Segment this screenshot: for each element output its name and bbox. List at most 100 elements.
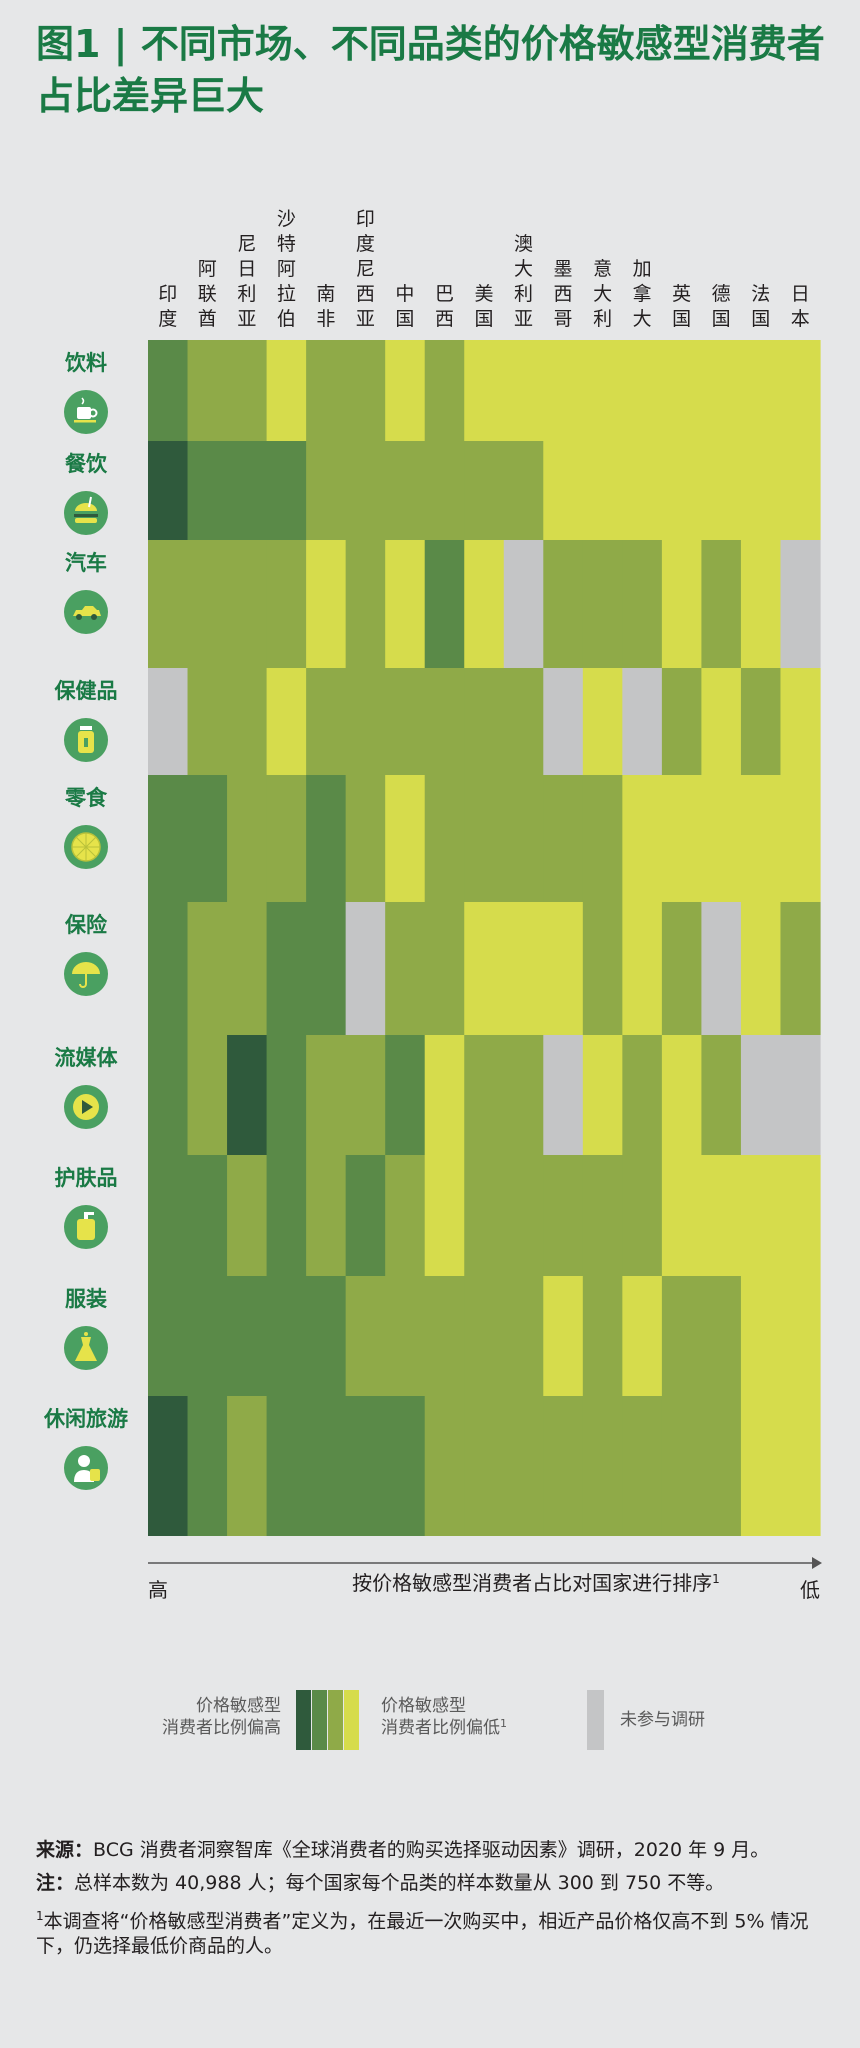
heatmap-cell xyxy=(661,668,703,775)
heatmap-cell xyxy=(385,668,426,775)
column-label-char: 西 xyxy=(356,283,375,305)
heatmap-cell xyxy=(464,1396,505,1536)
heatmap-cell xyxy=(266,1396,307,1536)
heatmap-cell xyxy=(424,540,465,668)
column-label-char: 利 xyxy=(514,283,533,305)
row-label: 服装 xyxy=(65,1287,107,1311)
heatmap-cell xyxy=(661,1396,703,1536)
heatmap-cell xyxy=(227,1276,268,1396)
row-label: 零食 xyxy=(64,786,108,810)
heatmap-cell xyxy=(503,902,544,1035)
heatmap-cell xyxy=(187,902,228,1035)
x-axis-start-label: 高 xyxy=(148,1578,168,1602)
heatmap-cell xyxy=(780,775,821,902)
heatmap-cell xyxy=(780,1396,821,1536)
heatmap-cell xyxy=(385,441,426,540)
x-axis-title-text: 按价格敏感型消费者占比对国家进行排序 xyxy=(352,1571,712,1595)
column-labels: 印度阿联酋尼日利亚沙特阿拉伯南非印度尼西亚中国巴西美国澳大利亚墨西哥意大利加拿大… xyxy=(158,208,809,330)
heatmap-cell xyxy=(227,668,268,775)
heatmap-cell xyxy=(345,340,386,441)
heatmap-cell xyxy=(701,540,742,668)
heatmap-cell xyxy=(503,1276,544,1396)
heatmap-cell xyxy=(701,340,742,441)
heatmap-cell xyxy=(266,1155,307,1276)
heatmap-cell xyxy=(464,1035,505,1155)
legend-low-sup: 1 xyxy=(500,1717,507,1730)
medicine-bottle-icon xyxy=(64,718,108,762)
column-label-char: 沙 xyxy=(277,208,296,230)
column-label-char: 亚 xyxy=(356,308,375,330)
column-label-char: 日 xyxy=(791,283,810,305)
heatmap-cell xyxy=(622,1276,663,1396)
column-label-char: 拉 xyxy=(277,283,296,305)
heatmap-cell xyxy=(385,775,426,902)
traveler-icon xyxy=(64,1446,108,1490)
source-note: 来源：BCG 消费者洞察智库《全球消费者的购买选择驱动因素》调研，2020 年 … xyxy=(36,1839,770,1861)
heatmap-cell xyxy=(464,668,505,775)
heatmap-cell xyxy=(464,441,505,540)
heatmap-cell xyxy=(266,902,307,1035)
row-label: 餐饮 xyxy=(65,452,108,476)
heatmap-cell xyxy=(582,441,623,540)
column-label-char: 国 xyxy=(395,308,414,330)
heatmap-cell xyxy=(187,441,228,540)
column-label-char: 阿 xyxy=(277,258,296,280)
heatmap-cell xyxy=(740,441,782,540)
heatmap-cell xyxy=(701,775,742,902)
heatmap-cell xyxy=(622,441,663,540)
heatmap-cell xyxy=(385,1155,426,1276)
heatmap-cell xyxy=(503,775,544,902)
heatmap-cell xyxy=(740,902,782,1035)
row-label: 保健品 xyxy=(54,679,118,703)
heatmap-cell xyxy=(464,1155,505,1276)
heatmap-cell xyxy=(622,340,663,441)
heatmap-cell xyxy=(306,775,347,902)
column-label-char: 中 xyxy=(395,283,414,305)
legend-na-label: 未参与调研 xyxy=(620,1710,705,1730)
heatmap-cell xyxy=(187,1276,228,1396)
row-label: 护肤品 xyxy=(55,1166,118,1190)
heatmap-cell xyxy=(306,1035,347,1155)
heatmap-cell xyxy=(661,1155,703,1276)
dress-icon xyxy=(64,1326,108,1370)
heatmap-cell xyxy=(622,1035,663,1155)
heatmap-cell xyxy=(424,340,465,441)
heatmap-cell xyxy=(622,540,663,668)
lotion-bottle-icon xyxy=(64,1205,108,1249)
column-label-char: 加 xyxy=(633,258,652,280)
legend-swatch-2 xyxy=(312,1690,327,1750)
heatmap-cell xyxy=(424,1396,465,1536)
column-label-char: 国 xyxy=(672,308,691,330)
heatmap-cell xyxy=(148,1396,189,1536)
heatmap-cell xyxy=(148,668,189,775)
column-label-char: 尼 xyxy=(356,258,375,280)
column-label-char: 意 xyxy=(593,258,612,280)
heatmap-cell xyxy=(345,1035,386,1155)
heatmap-cell xyxy=(385,1396,426,1536)
heatmap-cell xyxy=(780,1035,821,1155)
column-label-char: 大 xyxy=(514,258,533,280)
heatmap-cell xyxy=(622,668,663,775)
heatmap-cell xyxy=(740,1396,782,1536)
heatmap-cell xyxy=(503,1396,544,1536)
column-label-char: 利 xyxy=(237,283,256,305)
heatmap-cell xyxy=(661,1035,703,1155)
heatmap-cell xyxy=(187,1396,228,1536)
heatmap-cell xyxy=(582,775,623,902)
heatmap-cell xyxy=(701,441,742,540)
play-button-icon xyxy=(64,1085,108,1129)
column-label-char: 拿 xyxy=(633,282,652,305)
heatmap-cell xyxy=(543,441,584,540)
column-label-char: 西 xyxy=(435,308,454,330)
column-label-char: 阿 xyxy=(198,258,217,280)
heatmap-cell xyxy=(543,1155,584,1276)
legend-swatch-3 xyxy=(328,1690,343,1750)
heatmap-cell xyxy=(385,1276,426,1396)
heatmap-cell xyxy=(385,540,426,668)
x-axis-title: 按价格敏感型消费者占比对国家进行排序1 xyxy=(352,1571,720,1595)
heatmap-cell xyxy=(622,1396,663,1536)
legend-swatch-1 xyxy=(296,1690,311,1750)
heatmap-cell xyxy=(227,775,268,902)
column-label-char: 英 xyxy=(672,283,691,305)
